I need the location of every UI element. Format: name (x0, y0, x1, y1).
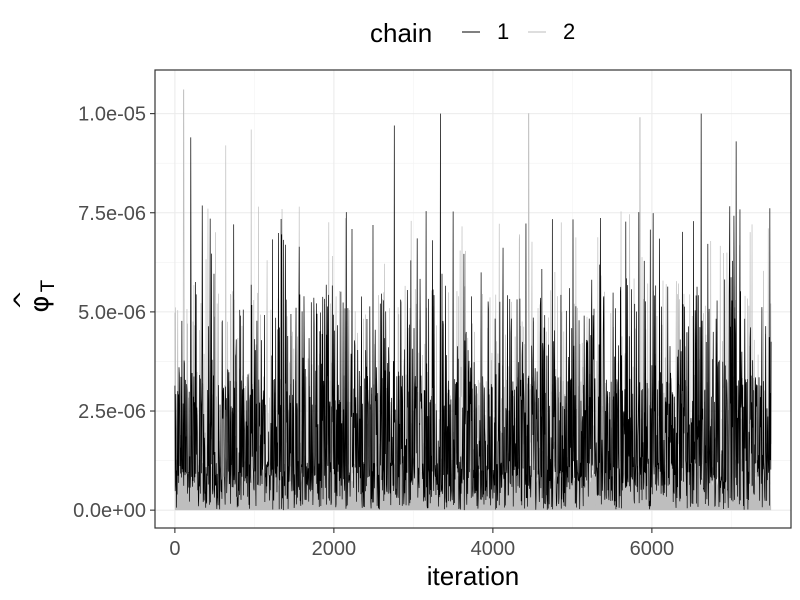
x-tick-label: 0 (169, 538, 180, 560)
legend-label-chain-2: 2 (563, 19, 575, 44)
y-tick-label: 1.0e-05 (78, 104, 146, 126)
y-tick-label: 0.0e+00 (73, 500, 146, 522)
y-tick-label: 5.0e-06 (78, 302, 146, 324)
y-axis-title-symbol: φ (25, 295, 55, 312)
x-axis: 0 2000 4000 6000 (169, 528, 674, 560)
y-axis-title-accent: ^ (9, 290, 37, 310)
y-axis-title: ^ φ T (9, 280, 59, 313)
trace-chain-1 (174, 113, 772, 511)
y-axis: 0.0e+00 2.5e-06 5.0e-06 7.5e-06 1.0e-05 (73, 104, 155, 522)
x-axis-title: iteration (427, 561, 520, 591)
legend: chain 1 2 (370, 18, 575, 48)
panel-border (154, 69, 792, 529)
x-tick-label: 4000 (471, 538, 516, 560)
plot-panel (154, 69, 792, 529)
legend-label-chain-1: 1 (497, 19, 509, 44)
trace-lines (174, 89, 772, 511)
y-axis-title-subscript: T (37, 280, 59, 293)
x-tick-label: 2000 (312, 538, 357, 560)
y-tick-label: 2.5e-06 (78, 401, 146, 423)
y-tick-label: 7.5e-06 (78, 203, 146, 225)
x-tick-label: 6000 (630, 538, 675, 560)
legend-title: chain (370, 18, 432, 48)
